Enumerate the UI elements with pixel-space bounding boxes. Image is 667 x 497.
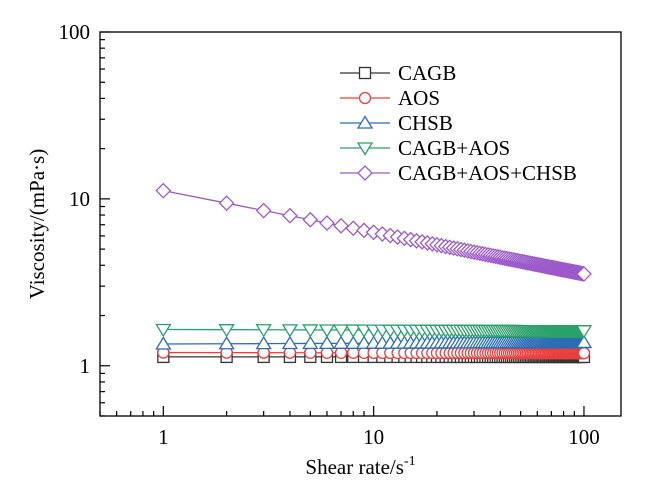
legend-label: CAGB+AOS — [398, 136, 510, 160]
data-point — [355, 335, 373, 349]
data-point — [282, 207, 298, 224]
series-layer — [155, 182, 593, 364]
data-point — [255, 335, 272, 350]
data-point — [575, 325, 593, 339]
data-point — [332, 324, 350, 338]
data-point — [155, 336, 172, 350]
plot-area — [99, 31, 622, 417]
x-axis-title: Shear rate/s-1 — [305, 454, 415, 479]
data-point — [345, 324, 362, 338]
legend-marker — [357, 165, 373, 181]
legend-marker — [358, 91, 372, 105]
series-CAGB+AOS+CHSB — [155, 182, 592, 282]
legend-entry: AOS — [340, 86, 440, 110]
data-point — [302, 335, 319, 350]
data-point — [155, 323, 172, 338]
data-point — [218, 324, 235, 338]
x-tick-label: 100 — [568, 425, 600, 449]
plot-frame — [99, 31, 622, 417]
y-tick-label: 100 — [59, 20, 91, 44]
data-point — [218, 336, 235, 350]
data-point — [575, 334, 593, 349]
legend-marker — [358, 66, 372, 80]
data-point — [155, 182, 172, 199]
data-point — [345, 220, 362, 237]
y-tick-label: 10 — [69, 187, 90, 211]
legend-entry: CAGB+AOS+CHSB — [340, 161, 577, 185]
data-point — [576, 265, 592, 282]
legend-label: AOS — [398, 86, 440, 110]
axis-layer: 1 10 100 1 10 100 — [59, 20, 600, 449]
legend-label: CHSB — [398, 111, 453, 135]
data-point — [318, 324, 336, 338]
legend-label: CAGB — [398, 61, 456, 85]
data-point — [347, 346, 360, 359]
data-point — [281, 335, 299, 350]
y-axis-title: Viscosity/(mPa·s) — [25, 149, 49, 299]
data-point — [255, 202, 272, 219]
legend-label: CAGB+AOS+CHSB — [398, 161, 577, 185]
x-axis-title-text: Shear rate/s — [305, 455, 404, 479]
x-tick-label: 1 — [158, 425, 169, 449]
x-tick-label: 10 — [363, 425, 384, 449]
data-point — [332, 335, 350, 349]
y-tick-label: 1 — [80, 354, 91, 378]
legend-entry: CAGB — [340, 61, 456, 85]
legend-marker — [356, 142, 374, 156]
legend-entry: CAGB+AOS — [340, 136, 510, 160]
data-point — [345, 335, 362, 349]
series-AOS — [157, 346, 591, 360]
data-point — [218, 195, 235, 212]
data-point — [319, 215, 335, 231]
data-point — [355, 324, 373, 338]
x-axis-title-superscript: -1 — [404, 454, 416, 469]
data-point — [577, 347, 591, 360]
series-CHSB — [155, 334, 593, 350]
data-point — [281, 324, 299, 338]
data-point — [302, 324, 319, 338]
data-point — [302, 211, 319, 228]
data-point — [255, 324, 272, 338]
series-CAGB+AOS — [155, 323, 593, 339]
legend-marker — [356, 115, 374, 129]
legend-entry: CHSB — [340, 111, 453, 135]
data-point — [333, 217, 349, 234]
data-point — [318, 335, 336, 350]
